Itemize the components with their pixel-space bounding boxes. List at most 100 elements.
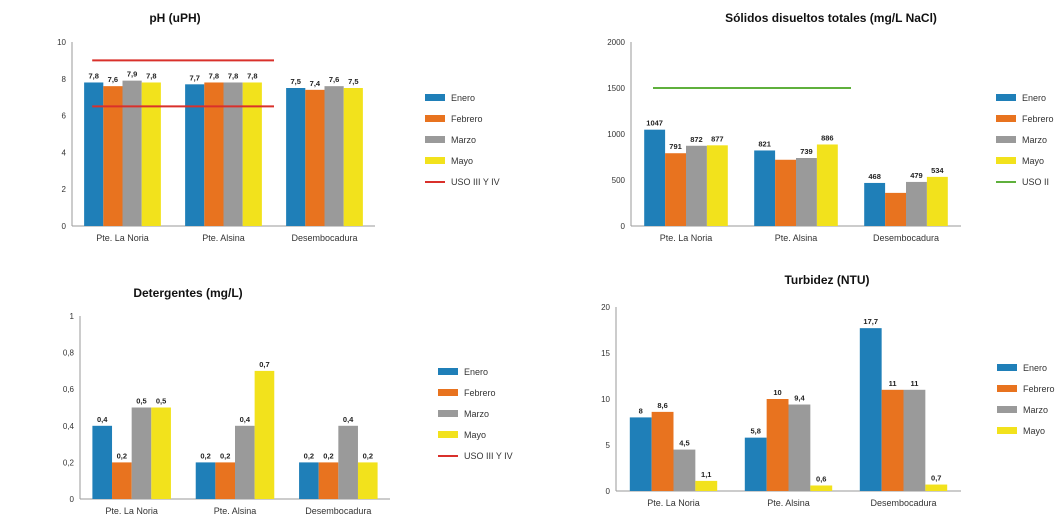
legend-swatch-mayo	[997, 427, 1017, 434]
y-tick-label: 0,6	[63, 385, 75, 394]
bar-marzo	[131, 407, 152, 499]
data-label: 7,9	[127, 70, 137, 79]
x-tick-label: Pte. La Noria	[660, 233, 713, 243]
data-label: 0,2	[363, 451, 373, 460]
bar-enero	[92, 425, 113, 499]
y-tick-label: 8	[62, 75, 67, 84]
x-tick-label: Pte. La Noria	[105, 506, 158, 516]
bar-marzo	[686, 145, 707, 226]
legend-label: Febrero	[1023, 384, 1055, 394]
y-tick-label: 1500	[607, 84, 625, 93]
y-tick-label: 5	[606, 441, 611, 450]
bar-febrero	[885, 192, 906, 226]
y-tick-label: 15	[601, 349, 610, 358]
bar-enero	[195, 462, 216, 499]
bar-mayo	[810, 485, 833, 491]
y-tick-label: 10	[57, 38, 66, 47]
y-tick-label: 2000	[607, 38, 625, 47]
y-tick-label: 0	[606, 487, 611, 496]
y-tick-label: 6	[62, 112, 67, 121]
bar-mayo	[816, 144, 838, 226]
legend-swatch-enero	[425, 94, 445, 101]
legend-label: Febrero	[464, 388, 496, 398]
legend-swatch-marzo	[997, 406, 1017, 413]
bar-febrero	[305, 89, 325, 226]
bar-marzo	[796, 158, 817, 226]
legend-swatch-mayo	[425, 157, 445, 164]
data-label: 7,8	[88, 71, 98, 80]
bar-enero	[84, 82, 104, 226]
legend-label: Mayo	[1023, 426, 1045, 436]
chart-title: Sólidos disueltos totales (mg/L NaCl)	[725, 11, 937, 25]
y-tick-label: 20	[601, 303, 610, 312]
data-label: 0,4	[97, 415, 108, 424]
x-tick-label: Pte. Alsina	[202, 233, 245, 243]
data-label: 0,5	[156, 397, 166, 406]
bar-mayo	[926, 176, 948, 226]
bar-mayo	[695, 480, 718, 491]
data-label: 791	[669, 142, 682, 151]
chart-title: pH (uPH)	[149, 11, 200, 25]
data-label: 7,8	[146, 71, 156, 80]
legend-label: USO II	[1022, 177, 1049, 187]
chart-ph-svg: pH (uPH) 0 2 4 6 8 10 Pte. La Noria 7,8 7,6 7,9 7,8…	[57, 11, 500, 243]
chart-solidos-svg: Sólidos disueltos totales (mg/L NaCl) 0 50…	[607, 11, 1054, 243]
data-label: 0,4	[343, 415, 354, 424]
y-tick-label: 0	[621, 222, 626, 231]
chart-detergentes-svg: Detergentes (mg/L) 0 0,2 0,4 0,6 0,8 1 Pte. La …	[63, 286, 513, 516]
x-tick-label: Pte. Alsina	[214, 506, 257, 516]
data-label: 7,8	[228, 71, 238, 80]
legend-swatch-febrero	[996, 115, 1016, 122]
y-tick-label: 1000	[607, 130, 625, 139]
data-label: 0,2	[323, 451, 333, 460]
data-label: 0,4	[240, 415, 251, 424]
y-tick-label: 0,4	[63, 422, 75, 431]
bar-mayo	[357, 462, 378, 499]
bar-marzo	[903, 389, 926, 491]
bar-febrero	[766, 399, 789, 491]
bar-marzo	[122, 80, 142, 226]
data-label: 1047	[646, 119, 663, 128]
legend-label: Marzo	[464, 409, 489, 419]
bar-enero	[629, 417, 652, 491]
y-tick-label: 4	[62, 148, 67, 157]
bar-enero	[744, 437, 767, 491]
data-label: 10	[773, 388, 781, 397]
bar-enero	[286, 88, 306, 226]
data-label: 877	[711, 134, 724, 143]
x-tick-label: Pte. La Noria	[647, 498, 700, 508]
legend-label: Enero	[1022, 93, 1046, 103]
data-label: 0,2	[220, 451, 230, 460]
bar-enero	[644, 129, 666, 226]
data-label: 872	[690, 135, 703, 144]
data-label: 7,5	[290, 77, 300, 86]
data-label: 17,7	[863, 317, 878, 326]
bar-marzo	[324, 86, 344, 226]
legend-label: Marzo	[1023, 405, 1048, 415]
bar-febrero	[775, 159, 796, 226]
y-tick-label: 1	[70, 312, 75, 321]
legend-label: Marzo	[451, 135, 476, 145]
bar-mayo	[254, 370, 275, 499]
legend-label: Enero	[451, 93, 475, 103]
bar-enero	[185, 84, 205, 226]
data-label: 4,5	[679, 439, 689, 448]
legend-label: Mayo	[451, 156, 473, 166]
legend-swatch-marzo	[438, 410, 458, 417]
bar-febrero	[881, 389, 904, 491]
bar-enero	[864, 182, 886, 226]
data-label: 479	[910, 171, 923, 180]
data-label: 534	[931, 166, 944, 175]
bar-febrero	[651, 411, 674, 491]
data-label: 1,1	[701, 470, 711, 479]
x-tick-label: Pte. Alsina	[775, 233, 818, 243]
y-tick-label: 0,2	[63, 458, 75, 467]
bar-enero	[859, 328, 882, 491]
bar-enero	[754, 150, 776, 226]
data-label: 7,6	[329, 75, 339, 84]
bar-marzo	[223, 82, 243, 226]
data-label: 0,6	[816, 474, 826, 483]
legend-label: Febrero	[1022, 114, 1054, 124]
data-label: 0,2	[117, 451, 127, 460]
legend-swatch-febrero	[438, 389, 458, 396]
